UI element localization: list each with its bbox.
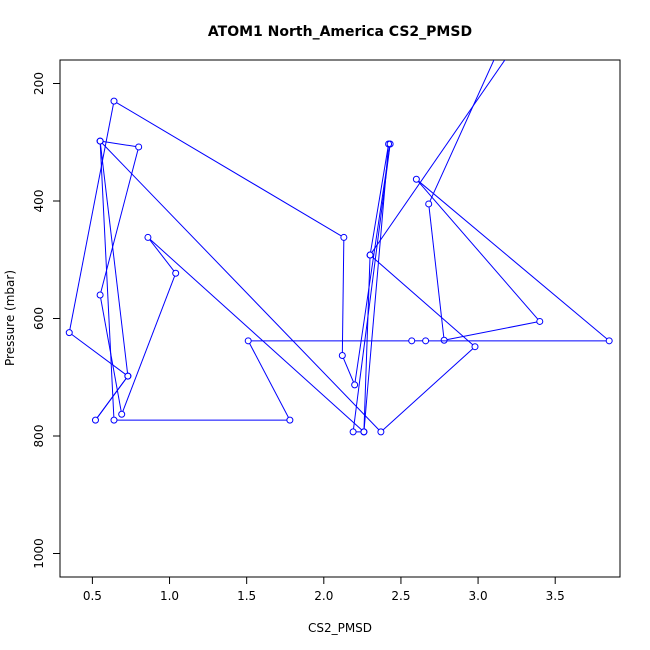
data-point bbox=[385, 140, 393, 148]
series-segment bbox=[249, 343, 289, 418]
y-tick-label: 400 bbox=[32, 190, 46, 213]
series-segment bbox=[371, 60, 506, 253]
y-tick-label: 600 bbox=[32, 307, 46, 330]
data-point bbox=[172, 269, 180, 277]
series-segment bbox=[100, 149, 139, 293]
x-tick-label: 1.0 bbox=[160, 589, 179, 603]
series-segment bbox=[116, 102, 342, 237]
data-point bbox=[338, 352, 346, 360]
x-tick-label: 0.5 bbox=[83, 589, 102, 603]
data-point bbox=[96, 291, 104, 299]
series-segment bbox=[341, 240, 345, 353]
data-point bbox=[440, 336, 448, 344]
data-point bbox=[605, 337, 613, 345]
data-point bbox=[340, 233, 348, 241]
y-tick-label: 800 bbox=[32, 425, 46, 448]
series-segment bbox=[100, 297, 122, 412]
series-segment bbox=[71, 333, 126, 375]
data-point bbox=[536, 317, 544, 325]
series-points bbox=[65, 51, 613, 436]
x-tick-label: 3.0 bbox=[469, 589, 488, 603]
y-axis-label: Pressure (mbar) bbox=[3, 270, 17, 366]
data-point bbox=[471, 343, 479, 351]
data-point bbox=[286, 416, 294, 424]
data-point bbox=[422, 337, 430, 345]
x-tick-label: 2.0 bbox=[314, 589, 333, 603]
data-point bbox=[360, 428, 368, 436]
data-point bbox=[425, 200, 433, 208]
data-point bbox=[494, 51, 500, 57]
data-point bbox=[349, 428, 357, 436]
series-segment bbox=[429, 60, 495, 202]
series-segment bbox=[428, 206, 445, 338]
data-point bbox=[124, 372, 132, 380]
plot-frame bbox=[59, 59, 621, 578]
data-point bbox=[351, 381, 359, 389]
series-segment bbox=[363, 258, 371, 429]
data-point bbox=[65, 329, 73, 337]
series-lines bbox=[69, 60, 608, 433]
data-point bbox=[96, 137, 104, 145]
series-segment bbox=[446, 321, 537, 341]
series-segment bbox=[149, 239, 175, 272]
series-segment bbox=[149, 239, 363, 431]
y-tick-label: 1000 bbox=[32, 538, 46, 569]
x-tick-label: 1.5 bbox=[237, 589, 256, 603]
series-segment bbox=[122, 275, 176, 412]
data-point bbox=[412, 175, 420, 183]
series-segment bbox=[352, 146, 391, 429]
series-segment bbox=[382, 348, 474, 431]
series-segment bbox=[370, 146, 389, 253]
data-point bbox=[91, 416, 99, 424]
data-point bbox=[244, 337, 252, 345]
chart-title: ATOM1 North_America CS2_PMSD bbox=[208, 24, 472, 40]
x-tick-label: 2.5 bbox=[391, 589, 410, 603]
series-segment bbox=[101, 142, 380, 431]
series-segment bbox=[96, 378, 127, 419]
series-segment bbox=[418, 180, 608, 340]
series-segment bbox=[363, 146, 389, 429]
x-tick-label: 3.5 bbox=[546, 589, 565, 603]
data-point bbox=[144, 233, 152, 241]
data-point bbox=[110, 416, 118, 424]
y-tick-label: 200 bbox=[32, 72, 46, 95]
data-point bbox=[366, 251, 374, 259]
data-point bbox=[408, 337, 416, 345]
data-point bbox=[110, 97, 118, 105]
y-axis: 200 400 600 800 1000 bbox=[32, 72, 60, 569]
x-axis-label: CS2_PMSD bbox=[308, 621, 372, 635]
series-segment bbox=[69, 103, 114, 330]
series-segment bbox=[372, 256, 474, 346]
series-segment bbox=[99, 143, 129, 374]
series-segment bbox=[354, 146, 391, 382]
plot-area bbox=[65, 51, 613, 436]
data-point bbox=[118, 410, 126, 418]
x-axis: 0.5 1.0 1.5 2.0 2.5 3.0 3.5 bbox=[83, 577, 565, 603]
series-segment bbox=[417, 181, 539, 320]
series-segment bbox=[103, 141, 136, 147]
data-point bbox=[506, 51, 512, 57]
series-segment bbox=[99, 144, 115, 418]
series-segment bbox=[343, 358, 354, 383]
data-point bbox=[135, 143, 143, 151]
data-point bbox=[377, 428, 385, 436]
